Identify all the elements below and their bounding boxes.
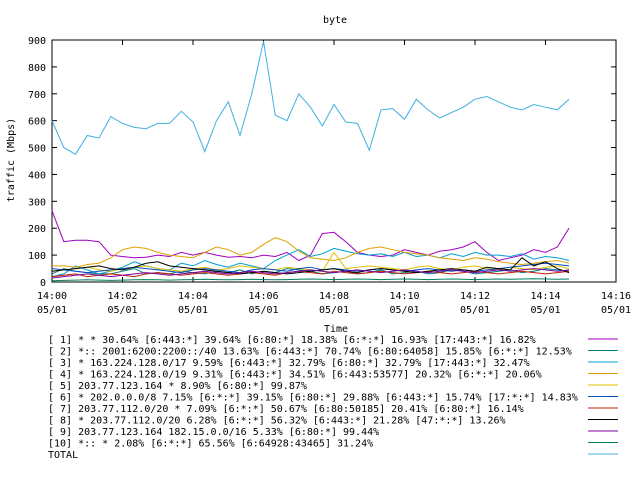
series-line-9 xyxy=(51,268,570,279)
x-tick-label-time: 14:06 xyxy=(248,291,278,302)
y-axis: 0 100 200 300 400 500 600 700 800 900 xyxy=(28,36,616,289)
y-tick-label: 800 xyxy=(28,63,46,74)
series-lines xyxy=(51,41,570,282)
y-tick-label: 400 xyxy=(28,170,46,181)
x-tick-label-time: 14:08 xyxy=(319,291,349,302)
y-tick-label: 900 xyxy=(28,36,46,47)
legend-label: [ 1] * * 30.64% [6:443:*] 39.64% [6:80:*… xyxy=(48,335,536,346)
x-tick-label-time: 14:12 xyxy=(460,291,490,302)
x-tick-label-time: 14:02 xyxy=(107,291,137,302)
x-tick-label-time: 14:14 xyxy=(530,291,560,302)
legend-label: [ 5] 203.77.123.164 * 8.90% [6:80:*] 99.… xyxy=(48,381,307,392)
legend-label: [ 8] * 203.77.112.0/20 6.28% [6:*:*] 56.… xyxy=(48,416,506,427)
x-tick-label-date: 05/01 xyxy=(460,305,490,316)
x-tick-label-time: 14:10 xyxy=(389,291,419,302)
y-tick-label: 500 xyxy=(28,144,46,155)
y-tick-label: 300 xyxy=(28,197,46,208)
legend-label: [ 3] * 163.224.128.0/17 9.59% [6:443:*] … xyxy=(48,358,530,369)
y-tick-label: 700 xyxy=(28,90,46,101)
x-axis-label: Time xyxy=(324,324,348,335)
y-tick-label: 600 xyxy=(28,117,46,128)
x-axis: 14:00 05/01 14:02 05/01 14:04 05/01 14:06 05/01… xyxy=(37,40,631,316)
series-line-1 xyxy=(51,210,570,262)
legend-label: [10] *:: * 2.08% [6:*:*] 65.56% [6:64928… xyxy=(48,439,373,450)
chart-title: byte xyxy=(323,15,347,26)
x-tick-label-date: 05/01 xyxy=(178,305,208,316)
x-tick-label-date: 05/01 xyxy=(601,305,631,316)
y-tick-label: 100 xyxy=(28,251,46,262)
x-tick-label-date: 05/01 xyxy=(530,305,560,316)
x-tick-label-date: 05/01 xyxy=(319,305,349,316)
y-tick-label: 0 xyxy=(40,278,46,289)
plot-frame xyxy=(51,39,617,283)
y-tick-label: 200 xyxy=(28,224,46,235)
x-tick-label-date: 05/01 xyxy=(248,305,278,316)
x-tick-label-date: 05/01 xyxy=(37,305,67,316)
series-line-3 xyxy=(51,247,570,278)
legend-label: [ 4] * 163.224.128.0/19 9.31% [6:443:*] … xyxy=(48,370,542,381)
x-tick-label-date: 05/01 xyxy=(389,305,419,316)
legend-label: [ 7] 203.77.112.0/20 * 7.09% [6:*:*] 50.… xyxy=(48,404,524,415)
x-tick-label-date: 05/01 xyxy=(107,305,137,316)
series-line-10 xyxy=(51,278,570,282)
y-axis-label: traffic (Mbps) xyxy=(6,118,17,202)
series-line-4 xyxy=(52,237,570,268)
series-line-8 xyxy=(51,257,570,275)
series-line-11 xyxy=(51,41,570,155)
legend-label: [ 2] *:: 2001:6200:2200::/40 13.63% [6:4… xyxy=(48,347,572,358)
series-line-6 xyxy=(51,262,570,274)
legend-label: TOTAL xyxy=(48,450,78,461)
x-tick-label-time: 14:04 xyxy=(178,291,208,302)
legend-label: [ 9] 203.77.123.164 182.15.0.0/16 5.33% … xyxy=(48,427,379,438)
x-tick-label-time: 14:16 xyxy=(601,291,631,302)
x-tick-label-time: 14:00 xyxy=(37,291,67,302)
legend-label: [ 6] * 202.0.0.0/8 7.15% [6:*:*] 39.15% … xyxy=(48,393,578,404)
legend: [ 1] * * 30.64% [6:443:*] 39.64% [6:80:*… xyxy=(48,335,618,461)
